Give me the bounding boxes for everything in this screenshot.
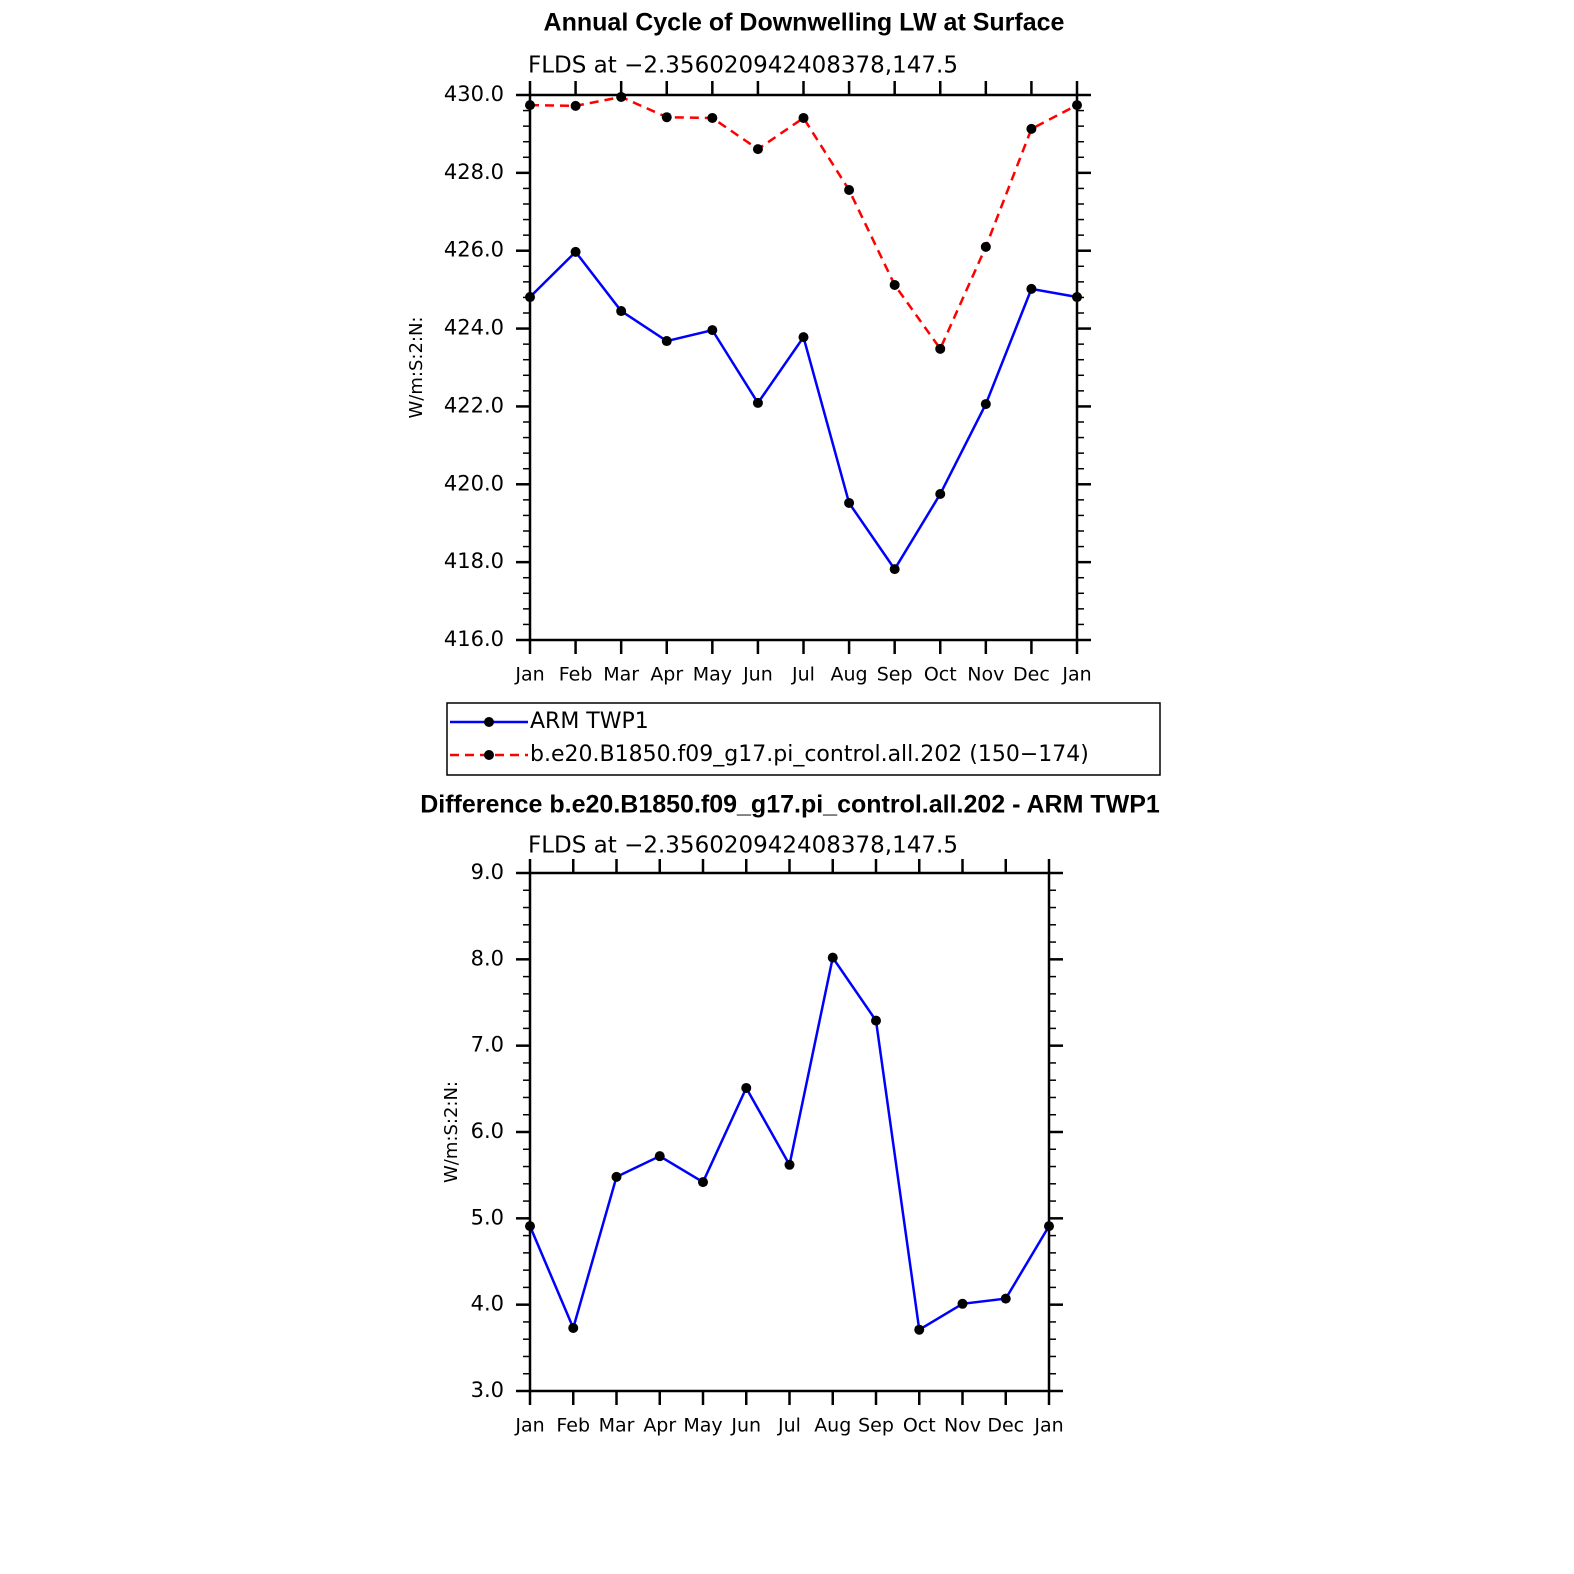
y-tick-label: 4.0 [471,1292,504,1316]
legend-marker [484,750,494,760]
data-point [1026,283,1037,294]
legend-label: ARM TWP1 [530,709,649,734]
x-tick-label: Jan [1061,664,1091,686]
x-tick-label: Sep [877,664,913,686]
data-point [570,246,581,257]
y-tick-label: 420.0 [444,471,504,495]
data-point [616,306,627,317]
data-point [1044,1221,1054,1232]
data-point [570,100,581,111]
x-tick-label: Aug [831,664,868,686]
y-tick-label: 7.0 [471,1033,504,1057]
x-tick-label: Mar [603,664,639,686]
data-point [525,1221,535,1232]
data-point [698,1177,708,1188]
x-tick-label: Nov [967,664,1004,686]
y-tick-label: 6.0 [471,1119,504,1143]
data-point [568,1322,579,1333]
x-tick-label: May [693,664,732,686]
x-tick-label: Mar [599,1415,635,1437]
data-point [784,1159,795,1170]
data-point [752,397,763,408]
y-tick-label: 422.0 [444,393,504,417]
y-tick-label: 8.0 [471,946,504,970]
data-point [980,241,991,252]
x-tick-label: Jan [1033,1415,1063,1437]
data-point [889,564,900,575]
x-tick-label: Feb [556,1415,590,1437]
data-point [661,336,672,347]
x-tick-label: May [683,1415,722,1437]
data-point [827,952,838,963]
data-line [528,954,1051,1332]
data-point [1072,292,1082,303]
data-point [752,144,763,155]
x-tick-label: Dec [987,1415,1024,1437]
data-line [529,249,1078,572]
x-tick-label: Jul [791,664,815,686]
data-point [616,91,627,102]
data-point [798,332,809,343]
data-point [741,1082,752,1093]
x-tick-label: Nov [944,1415,981,1437]
x-tick-label: Jan [514,1415,544,1437]
y-tick-label: 428.0 [444,160,504,184]
data-point [798,112,809,123]
chart-title: Difference b.e20.B1850.f09_g17.pi_contro… [420,791,1160,819]
y-tick-label: 426.0 [444,238,504,262]
x-tick-label: Dec [1013,664,1050,686]
x-tick-label: Jun [742,664,773,686]
data-point [525,292,535,303]
x-tick-label: Aug [814,1415,851,1437]
x-tick-label: Apr [643,1415,676,1437]
y-tick-label: 418.0 [444,549,504,573]
data-point [871,1015,881,1026]
chart-subtitle: FLDS at −2.356020942408378,147.5 [528,833,958,859]
y-tick-label: 416.0 [444,627,504,651]
data-point [525,100,535,111]
data-point [935,489,946,500]
legend-marker [484,717,494,727]
data-point [1000,1293,1011,1304]
data-point [980,399,991,410]
y-axis-label: W/m:S:2:N: [441,1081,462,1183]
chart-subtitle: FLDS at −2.356020942408378,147.5 [528,53,958,79]
x-tick-label: Sep [858,1415,894,1437]
y-tick-label: 5.0 [471,1205,504,1229]
x-tick-label: Jan [514,664,544,686]
x-tick-label: Feb [559,664,593,686]
data-point [889,279,900,290]
data-point [661,112,672,123]
y-tick-label: 430.0 [444,82,504,106]
data-point [844,184,855,195]
data-point [1072,100,1082,111]
chart-title: Annual Cycle of Downwelling LW at Surfac… [544,9,1065,37]
x-tick-label: Oct [924,664,957,686]
x-tick-label: Oct [903,1415,936,1437]
plot-frame [528,871,1051,1393]
legend-label: b.e20.B1850.f09_g17.pi_control.all.202 (… [530,742,1089,767]
y-tick-label: 9.0 [471,860,504,884]
data-point [611,1171,622,1182]
data-point [935,343,946,354]
x-tick-label: Jun [730,1415,761,1437]
data-line [529,95,1078,352]
data-point [844,497,855,508]
y-tick-label: 3.0 [471,1378,504,1402]
x-tick-label: Jul [777,1415,801,1437]
data-point [957,1298,968,1309]
y-tick-label: 424.0 [444,316,504,340]
data-point [1026,123,1037,134]
plot-frame [528,93,1079,642]
data-point [707,112,718,123]
x-tick-label: Apr [650,664,683,686]
data-point [654,1151,665,1162]
y-axis-label: W/m:S:2:N: [406,317,427,419]
legend-box [446,702,1161,776]
data-point [914,1324,925,1335]
data-point [707,325,718,336]
